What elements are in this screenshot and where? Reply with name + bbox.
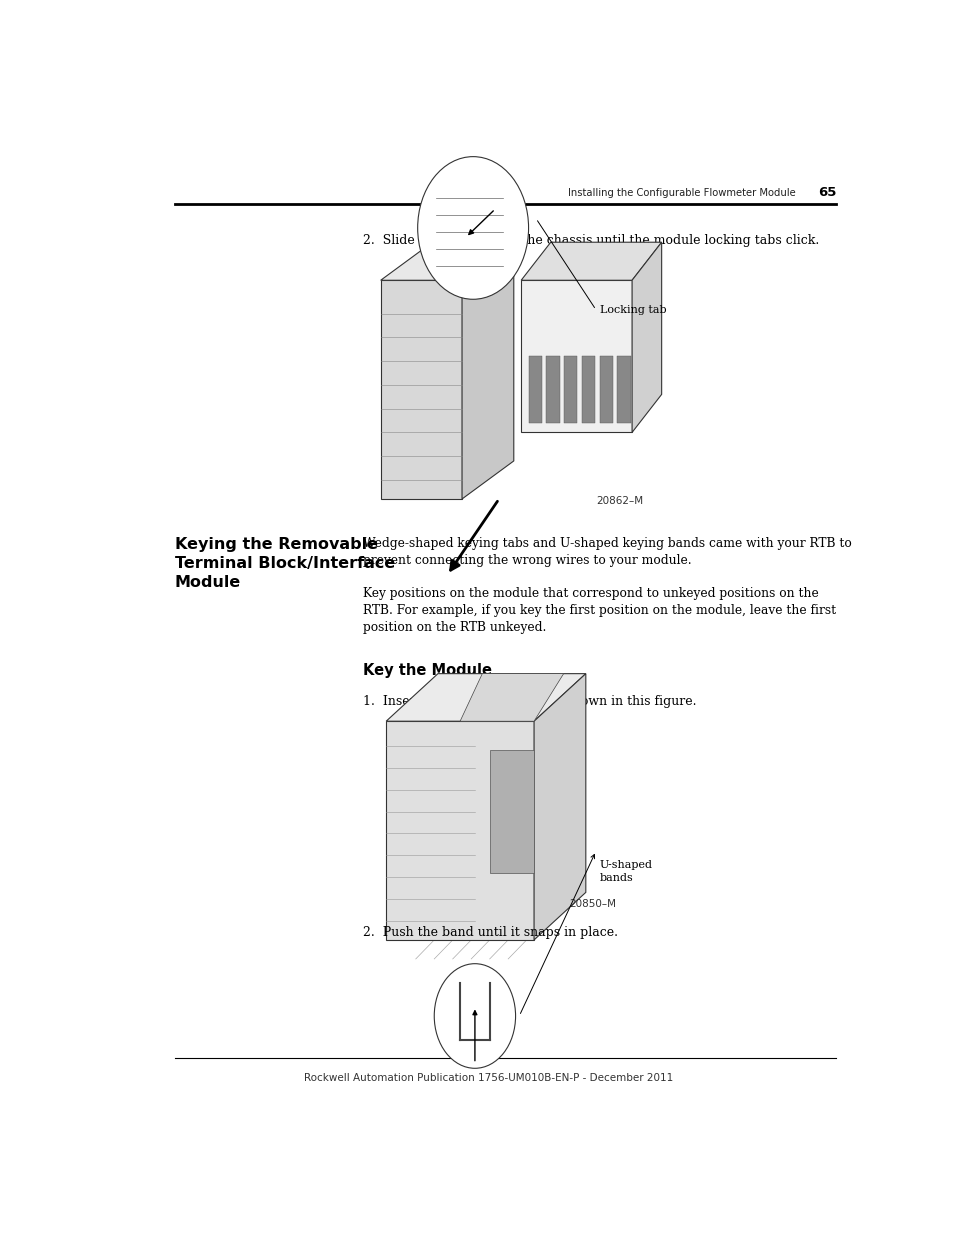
Text: Key positions on the module that correspond to unkeyed positions on the
RTB. For: Key positions on the module that corresp… — [363, 587, 836, 634]
Text: Locking tab: Locking tab — [599, 305, 666, 315]
Polygon shape — [563, 357, 577, 422]
Polygon shape — [598, 357, 612, 422]
Polygon shape — [520, 242, 661, 280]
Text: 1.  Insert the U-shaped band as shown in this figure.: 1. Insert the U-shaped band as shown in … — [363, 695, 696, 708]
Text: Keying the Removable
Terminal Block/Interface
Module: Keying the Removable Terminal Block/Inte… — [174, 537, 395, 590]
Text: U-shaped
bands: U-shaped bands — [599, 861, 652, 883]
Polygon shape — [581, 357, 595, 422]
Polygon shape — [489, 750, 534, 873]
Text: Installing the Configurable Flowmeter Module: Installing the Configurable Flowmeter Mo… — [567, 188, 795, 198]
Polygon shape — [380, 242, 514, 280]
Polygon shape — [617, 357, 630, 422]
Polygon shape — [546, 357, 559, 422]
Polygon shape — [459, 673, 563, 721]
Polygon shape — [528, 357, 541, 422]
Text: 65: 65 — [817, 186, 836, 199]
Polygon shape — [386, 673, 585, 721]
Circle shape — [417, 157, 528, 299]
Text: Wedge-shaped keying tabs and U-shaped keying bands came with your RTB to
prevent: Wedge-shaped keying tabs and U-shaped ke… — [363, 537, 851, 567]
Text: 20862–M: 20862–M — [596, 496, 642, 506]
Text: 2.  Push the band until it snaps in place.: 2. Push the band until it snaps in place… — [363, 926, 618, 939]
Text: Key the Module: Key the Module — [363, 662, 492, 678]
Text: 20850–M: 20850–M — [568, 899, 615, 909]
Polygon shape — [632, 242, 661, 432]
Circle shape — [434, 963, 515, 1068]
Text: 2.  Slide the module into the chassis until the module locking tabs click.: 2. Slide the module into the chassis unt… — [363, 235, 819, 247]
Polygon shape — [520, 280, 632, 432]
Polygon shape — [380, 280, 461, 499]
Polygon shape — [386, 721, 534, 940]
Text: Rockwell Automation Publication 1756-UM010B-EN-P - December 2011: Rockwell Automation Publication 1756-UM0… — [304, 1072, 673, 1083]
Polygon shape — [534, 673, 585, 940]
Polygon shape — [461, 242, 514, 499]
